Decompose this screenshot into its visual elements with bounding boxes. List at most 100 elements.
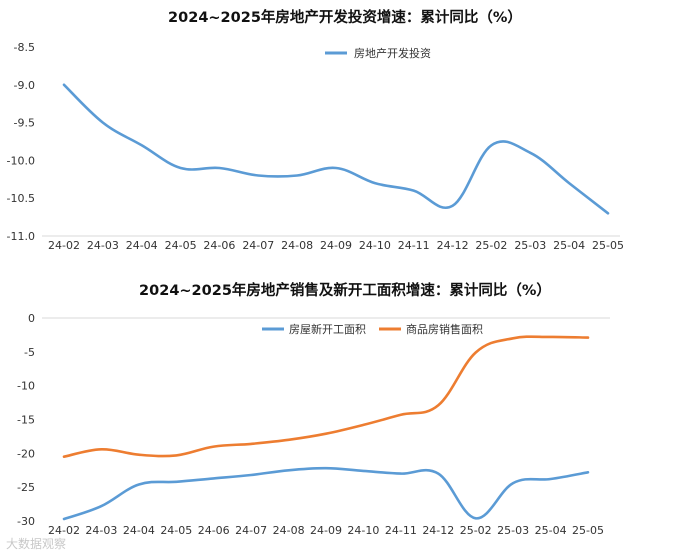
chart2-x-tick-label: 25-03 (497, 524, 529, 537)
chart1-y-tick-label: -10.5 (7, 192, 35, 205)
chart2-data-point-0 (437, 472, 439, 474)
chart1-data-point-0 (335, 167, 337, 169)
chart1-x-tick-label: 25-03 (514, 239, 546, 252)
chart2-x-tick-label: 24-12 (422, 524, 454, 537)
chart2-y-tick-label: -10 (17, 380, 35, 393)
chart2-title: 2024~2025年房地产销售及新开工面积增速：累计同比（%） (139, 281, 551, 299)
chart1-x-tick-label: 24-05 (165, 239, 197, 252)
chart1-data-point-0 (374, 182, 376, 184)
chart2-data-point-0 (138, 483, 140, 485)
chart1-series-line-0 (62, 83, 610, 215)
chart1-x-tick-label: 24-04 (126, 239, 158, 252)
chart1-data-point-0 (218, 167, 220, 169)
chart1-x-tick-label: 25-02 (475, 239, 507, 252)
chart1-x-tick-label: 24-06 (203, 239, 235, 252)
chart1-x-tick-label: 24-12 (437, 239, 469, 252)
chart1-y-tick-label: -9.5 (14, 117, 35, 130)
chart1-data-point-0 (490, 144, 492, 146)
chart1-x-tick-label: 24-09 (320, 239, 352, 252)
chart2-y-tick-label: -25 (17, 481, 35, 494)
chart1-data-point-0 (413, 189, 415, 191)
chart2-series-line-0 (62, 466, 590, 521)
chart1-data-point-0 (102, 121, 104, 123)
chart2-data-point-1 (287, 439, 289, 441)
watermark-text: 大数据观察 (6, 536, 66, 551)
chart2-x-tick-label: 24-08 (273, 524, 305, 537)
chart2-y-tick-label: -30 (17, 515, 35, 528)
chart2-x-tick-label: 24-06 (198, 524, 230, 537)
chart2-data-point-0 (475, 517, 477, 519)
investment-chart: 2024~2025年房地产开发投资增速：累计同比（%） 房地产开发投资 -8.5… (7, 8, 624, 252)
chart2-legend-label-starts: 房屋新开工面积 (289, 322, 366, 336)
chart1-legend-label: 房地产开发投资 (354, 46, 431, 60)
chart1-data-point-0 (141, 144, 143, 146)
chart1-title: 2024~2025年房地产开发投资增速：累计同比（%） (168, 8, 522, 26)
sales-starts-chart: 2024~2025年房地产销售及新开工面积增速：累计同比（%） 房屋新开工面积 … (17, 281, 610, 537)
chart2-data-point-1 (362, 424, 364, 426)
chart2-data-point-1 (100, 448, 102, 450)
chart2-data-point-0 (63, 518, 65, 520)
chart2-x-tick-label: 24-07 (235, 524, 267, 537)
chart2-x-tick-label: 25-02 (460, 524, 492, 537)
chart1-y-tick-label: -9.0 (14, 79, 35, 92)
chart2-data-point-0 (587, 471, 589, 473)
chart2-data-point-1 (213, 445, 215, 447)
chart1-y-tick-label: -8.5 (14, 41, 35, 54)
chart2-y-tick-label: 0 (28, 312, 35, 325)
chart2-x-tick-label: 24-09 (310, 524, 342, 537)
chart1-data-point-0 (63, 84, 65, 86)
chart2-x-tick-label: 24-10 (347, 524, 379, 537)
chart2-data-point-0 (362, 470, 364, 472)
chart2-x-tick-label: 25-04 (535, 524, 567, 537)
chart2-x-tick-label: 24-03 (85, 524, 117, 537)
chart1-x-tick-label: 24-02 (48, 239, 80, 252)
chart1-data-point-0 (451, 205, 453, 207)
chart2-series-line-1 (62, 335, 590, 458)
chart1-x-tick-label: 25-04 (553, 239, 585, 252)
chart2-data-point-1 (63, 456, 65, 458)
chart2-data-point-0 (250, 474, 252, 476)
chart2-y-tick-label: -20 (17, 447, 35, 460)
chart2-data-point-1 (512, 337, 514, 339)
chart1-y-tick-label: -11.0 (7, 230, 35, 243)
chart1-x-tick-label: 24-07 (242, 239, 274, 252)
chart2-y-tick-label: -15 (17, 414, 35, 427)
chart2-x-tick-label: 24-02 (48, 524, 80, 537)
chart1-x-tick-label: 24-10 (359, 239, 391, 252)
chart2-x-tick-label: 24-05 (160, 524, 192, 537)
chart2-data-point-1 (400, 414, 402, 416)
chart2-data-point-0 (325, 467, 327, 469)
chart1-x-tick-label: 24-08 (281, 239, 313, 252)
chart1-data-point-0 (529, 152, 531, 154)
chart1-data-point-0 (257, 174, 259, 176)
chart2-data-point-1 (250, 443, 252, 445)
chart2-data-point-1 (587, 336, 589, 338)
chart1-x-tick-label: 24-03 (87, 239, 119, 252)
chart2-x-tick-label: 24-04 (123, 524, 155, 537)
chart2-x-tick-label: 25-05 (572, 524, 604, 537)
chart1-x-tick-label: 24-11 (398, 239, 430, 252)
chart2-data-point-0 (400, 472, 402, 474)
chart1-x-tick-label: 25-05 (592, 239, 624, 252)
chart2-data-point-1 (138, 454, 140, 456)
chart2-data-point-1 (437, 404, 439, 406)
chart2-y-tick-label: -5 (24, 346, 35, 359)
chart2-data-point-0 (100, 505, 102, 507)
chart2-x-tick-label: 24-11 (385, 524, 417, 537)
chart2-data-point-1 (475, 351, 477, 353)
chart1-data-point-0 (568, 182, 570, 184)
chart2-data-point-1 (175, 454, 177, 456)
chart2-data-point-0 (512, 482, 514, 484)
chart1-data-point-0 (179, 167, 181, 169)
chart1-data-point-0 (296, 174, 298, 176)
chart1-data-point-0 (607, 212, 609, 214)
chart2-data-point-1 (325, 433, 327, 435)
chart2-data-point-1 (549, 336, 551, 338)
chart2-data-point-0 (287, 469, 289, 471)
chart2-data-point-0 (213, 477, 215, 479)
chart2-legend-label-sales: 商品房销售面积 (406, 322, 483, 336)
chart2-data-point-0 (175, 481, 177, 483)
chart1-y-tick-label: -10.0 (7, 154, 35, 167)
chart2-data-point-0 (549, 478, 551, 480)
